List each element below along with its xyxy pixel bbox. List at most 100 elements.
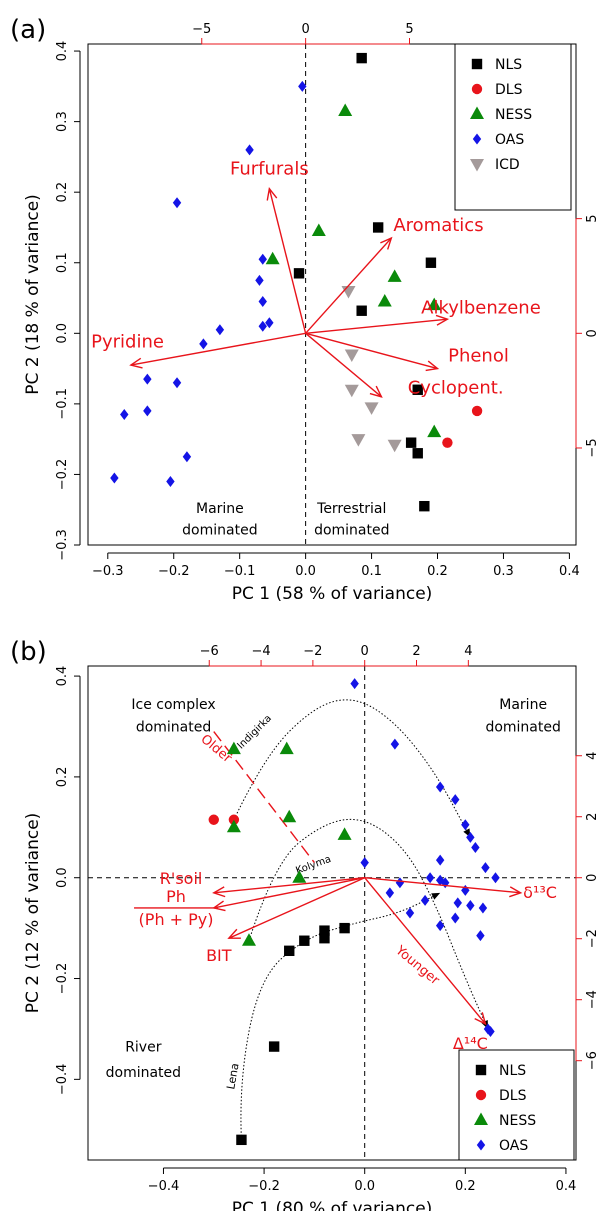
data-point-ness xyxy=(282,809,297,823)
right-tick-label: −6 xyxy=(585,1051,600,1070)
data-point-oas xyxy=(435,781,445,793)
legend-label: NESS xyxy=(495,107,532,123)
panel-label: (a) xyxy=(10,15,46,45)
data-point-icd xyxy=(344,384,359,398)
loading-arrow-shaft xyxy=(228,877,365,939)
data-point-oas xyxy=(258,253,267,265)
data-point-oas xyxy=(143,373,152,385)
legend-label: DLS xyxy=(499,1088,527,1104)
legend-box xyxy=(454,43,572,211)
loading-arrow-shaft xyxy=(305,237,392,334)
data-point-ness xyxy=(337,827,352,840)
top-tick-label: 0 xyxy=(301,22,309,37)
data-point-oas xyxy=(172,197,182,209)
top-tick-label: −5 xyxy=(192,22,211,37)
x-tick-label: 0.3 xyxy=(493,564,514,579)
loading-label: Aromatics xyxy=(393,215,483,236)
data-point-oas xyxy=(481,862,490,874)
legend-marker-dls xyxy=(475,1089,487,1101)
loading-label: Cyclopent. xyxy=(408,377,504,398)
data-point-oas xyxy=(471,841,480,853)
data-point-oas xyxy=(466,899,475,911)
right-tick-label: −5 xyxy=(585,438,600,457)
data-point-ness xyxy=(241,933,256,946)
annotation: Marine xyxy=(499,697,547,713)
data-point-ness xyxy=(427,297,442,311)
y-tick-label: 0.0 xyxy=(55,323,70,344)
y-axis-label: PC 2 (18 % of variance) xyxy=(23,194,43,395)
data-point-oas xyxy=(199,338,208,350)
loading-arrow-head xyxy=(435,314,450,326)
y-tick-label: −0.2 xyxy=(55,459,70,491)
annotation: dominated xyxy=(314,522,389,538)
data-point-oas xyxy=(476,930,485,942)
annotation: Ice complex xyxy=(131,697,215,713)
loading-arrow-head xyxy=(212,886,226,898)
data-point-ness xyxy=(311,223,326,236)
data-point-oas xyxy=(255,274,264,286)
legend-label: OAS xyxy=(495,132,524,148)
data-point-nls xyxy=(412,384,423,395)
data-point-oas xyxy=(265,317,274,329)
legend-marker-ness xyxy=(474,1112,488,1125)
annotation: Older xyxy=(198,732,235,767)
right-tick-label: 2 xyxy=(585,813,600,821)
annotation: dominated xyxy=(182,522,257,538)
top-tick-label: 5 xyxy=(405,22,413,37)
data-point-icd xyxy=(387,439,402,453)
data-point-icd xyxy=(344,349,359,362)
data-point-oas xyxy=(172,377,182,389)
loading-arrow-head xyxy=(227,928,241,939)
legend-marker-dls xyxy=(471,83,483,95)
data-point-oas xyxy=(143,405,152,417)
annotation: dominated xyxy=(136,720,211,736)
y-tick-label: 0.0 xyxy=(55,867,70,888)
loading-arrow-shaft xyxy=(213,877,365,894)
data-point-dls xyxy=(442,437,453,448)
data-point-oas xyxy=(245,144,254,156)
x-tick-label: 0.0 xyxy=(295,564,316,579)
data-point-oas xyxy=(258,296,267,308)
annotation: Younger xyxy=(392,943,443,989)
data-point-dls xyxy=(471,405,483,417)
data-point-ness xyxy=(226,741,241,755)
loading-label: Furfurals xyxy=(230,159,309,180)
data-point-oas xyxy=(486,1025,495,1037)
y-tick-label: 0.1 xyxy=(55,252,70,273)
x-tick-label: −0.2 xyxy=(158,564,190,579)
x-axis-label: PC 1 (80 % of variance) xyxy=(232,1199,433,1211)
x-tick-label: 0.2 xyxy=(455,1179,476,1194)
data-point-nls xyxy=(284,945,295,957)
data-point-nls xyxy=(372,222,384,233)
legend-label: ICD xyxy=(495,157,520,173)
data-point-nls xyxy=(339,922,350,934)
loading-arrow-shaft xyxy=(305,332,438,370)
y-tick-label: 0.2 xyxy=(55,182,70,203)
panel-label: (b) xyxy=(10,637,47,667)
data-point-nls xyxy=(356,305,367,316)
top-tick-label: 4 xyxy=(464,644,472,659)
y-tick-label: 0.3 xyxy=(55,111,70,132)
data-point-oas xyxy=(405,907,415,919)
data-point-ness xyxy=(377,294,392,307)
data-point-dls xyxy=(208,814,219,825)
data-point-icd xyxy=(364,402,379,415)
loading-arrow-shaft xyxy=(213,877,365,909)
y-tick-label: −0.1 xyxy=(55,388,70,420)
legend-marker-nls xyxy=(475,1064,487,1076)
legend-label: NESS xyxy=(499,1113,536,1129)
x-tick-label: −0.4 xyxy=(148,1179,180,1194)
data-point-oas xyxy=(215,324,225,336)
loading-arrow-shaft xyxy=(130,332,306,366)
legend-label: OAS xyxy=(499,1138,528,1154)
data-point-ness xyxy=(427,424,442,438)
data-point-oas xyxy=(466,831,475,843)
legend-marker-oas xyxy=(472,133,482,145)
annotation: Indigirka xyxy=(236,713,274,751)
right-tick-label: 5 xyxy=(585,215,600,223)
data-point-nls xyxy=(419,500,430,512)
data-point-oas xyxy=(110,472,119,484)
loading-arrow-head xyxy=(369,385,383,398)
panel-a: −0.3 −0.2 −0.1 0.0 0.1 0.2 0.3 0.4 PC 1 (58 % of… xyxy=(10,15,600,604)
data-point-ness xyxy=(279,741,294,755)
